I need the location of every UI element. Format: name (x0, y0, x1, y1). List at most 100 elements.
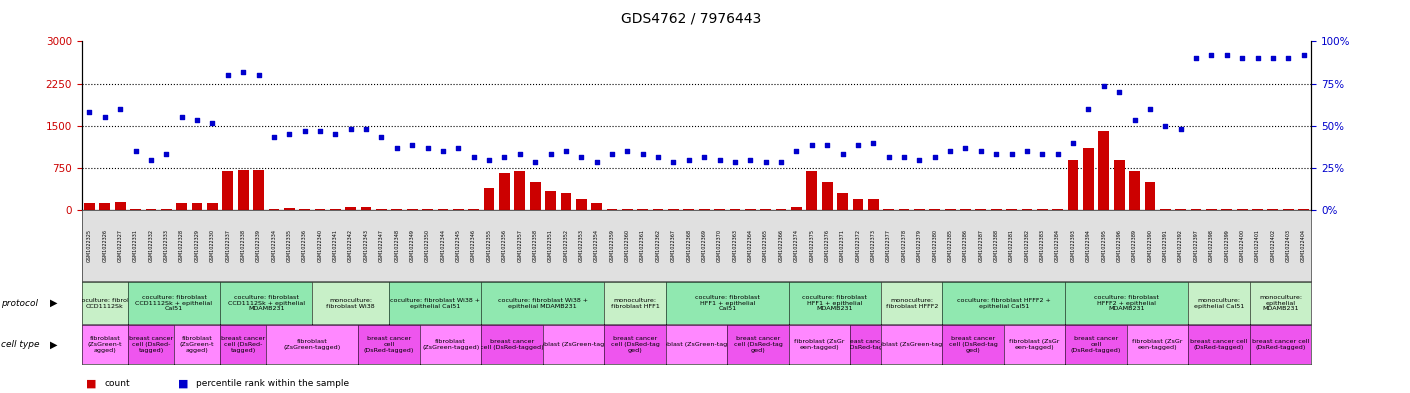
Point (1077, 106, 1100, 112)
Bar (838, 193, 847, 210)
Point (1015, 148, 1038, 154)
Text: GSM1022363: GSM1022363 (732, 229, 737, 262)
Text: fibroblast (ZsGr
een-tagged): fibroblast (ZsGr een-tagged) (794, 339, 845, 350)
Point (93, 114, 116, 120)
Point (1293, 52, 1316, 59)
Text: GSM1022352: GSM1022352 (564, 229, 568, 262)
Point (1215, 52, 1238, 59)
Text: GSM1022367: GSM1022367 (671, 229, 675, 262)
Text: fibroblast (ZsGr
een-tagged): fibroblast (ZsGr een-tagged) (1132, 339, 1183, 350)
Text: GSM1022385: GSM1022385 (948, 229, 953, 262)
Bar (361, 208, 371, 210)
Bar (898, 209, 909, 210)
Point (632, 151, 654, 157)
Text: GSM1022402: GSM1022402 (1270, 229, 1276, 262)
Text: GSM1022357: GSM1022357 (517, 229, 522, 262)
Text: GSM1022395: GSM1022395 (1101, 229, 1107, 262)
Point (986, 151, 1008, 157)
Point (1046, 151, 1069, 157)
Point (754, 159, 777, 165)
Bar (776, 209, 787, 210)
Text: GSM1022377: GSM1022377 (885, 229, 891, 262)
Bar (575, 199, 587, 210)
Bar (668, 209, 678, 210)
Text: GSM1022336: GSM1022336 (302, 229, 307, 262)
Point (202, 120, 224, 126)
Text: count: count (104, 379, 130, 387)
Text: GSM1022383: GSM1022383 (1039, 229, 1045, 262)
Point (924, 154, 946, 160)
Bar (976, 209, 986, 210)
Text: GSM1022360: GSM1022360 (625, 229, 630, 262)
Bar (1098, 131, 1110, 210)
Point (739, 156, 761, 163)
Text: GSM1022370: GSM1022370 (718, 229, 722, 262)
Text: fibroblast (ZsGr
een-tagged): fibroblast (ZsGr een-tagged) (1010, 339, 1060, 350)
Bar (699, 209, 709, 210)
Bar (991, 209, 1001, 210)
Text: GSM1022361: GSM1022361 (640, 229, 646, 262)
Text: monoculture:
epithelial Cal51: monoculture: epithelial Cal51 (1194, 298, 1244, 309)
Bar (437, 209, 448, 210)
Text: GSM1022328: GSM1022328 (179, 229, 185, 262)
Point (1093, 83, 1115, 90)
Point (816, 142, 839, 149)
Text: GSM1022326: GSM1022326 (103, 229, 107, 262)
Bar (254, 170, 264, 210)
Text: breast cancer
cell
(DsRed-tagged): breast cancer cell (DsRed-tagged) (364, 336, 415, 353)
Point (1262, 55, 1285, 61)
Bar (1022, 209, 1032, 210)
Bar (422, 209, 433, 210)
Bar (1176, 209, 1186, 210)
Bar (130, 209, 141, 210)
Point (140, 156, 162, 163)
Point (663, 159, 685, 165)
Text: GSM1022364: GSM1022364 (747, 229, 753, 262)
Point (1246, 55, 1269, 61)
Bar (299, 209, 310, 210)
Point (678, 156, 701, 163)
Bar (114, 202, 125, 210)
Point (231, 69, 254, 75)
Text: GSM1022358: GSM1022358 (533, 229, 537, 262)
Point (1200, 52, 1222, 59)
Text: GSM1022391: GSM1022391 (1163, 229, 1167, 262)
Text: ▶: ▶ (49, 339, 58, 349)
Bar (960, 209, 971, 210)
Point (877, 154, 900, 160)
Text: GSM1022338: GSM1022338 (241, 229, 245, 262)
Point (601, 151, 623, 157)
Bar (822, 182, 832, 210)
Text: GSM1022343: GSM1022343 (364, 229, 368, 262)
Text: coculture: fibroblast
CCD1112Sk + epithelial
MDAMB231: coculture: fibroblast CCD1112Sk + epithe… (227, 295, 305, 312)
Bar (1206, 209, 1217, 210)
Bar (499, 173, 510, 210)
Text: GSM1022390: GSM1022390 (1148, 229, 1152, 262)
Text: GSM1022359: GSM1022359 (609, 229, 615, 262)
Text: breast cancer
cell (DsRed-tag
ged): breast cancer cell (DsRed-tag ged) (611, 336, 660, 353)
Point (970, 148, 993, 154)
Point (1124, 117, 1146, 123)
Text: GSM1022388: GSM1022388 (994, 229, 998, 262)
Bar (238, 170, 248, 210)
Bar (1268, 209, 1279, 210)
Text: fibroblast
(ZsGreen-tagged): fibroblast (ZsGreen-tagged) (283, 339, 341, 350)
Text: fibroblast (ZsGreen-tagged): fibroblast (ZsGreen-tagged) (867, 342, 957, 347)
Point (939, 148, 962, 154)
Bar (515, 171, 525, 210)
Text: ■: ■ (86, 378, 96, 388)
Text: GSM1022350: GSM1022350 (424, 229, 430, 262)
Point (262, 134, 285, 140)
Point (585, 159, 608, 165)
Point (955, 145, 977, 151)
Text: breast cancer
cell (DsRed-tagged): breast cancer cell (DsRed-tagged) (833, 339, 897, 350)
Point (493, 154, 516, 160)
Text: monoculture:
fibroblast HFFF2: monoculture: fibroblast HFFF2 (885, 298, 938, 309)
Bar (484, 188, 495, 210)
Text: GSM1022329: GSM1022329 (195, 229, 200, 262)
Text: GSM1022399: GSM1022399 (1224, 229, 1230, 262)
Bar (1221, 209, 1232, 210)
Text: GSM1022330: GSM1022330 (210, 229, 214, 262)
Bar (729, 209, 740, 210)
Bar (453, 209, 464, 210)
